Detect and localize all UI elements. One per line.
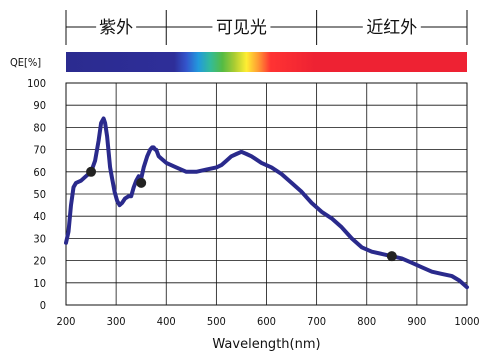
y-tick-label: 80 [33,121,46,134]
data-point [386,251,397,262]
band-label: 近红外 [366,18,417,38]
y-axis-ticks: 0 10 20 30 40 50 60 70 80 90 100 [27,77,46,312]
data-point [86,166,97,177]
x-tick-label: 1000 [454,315,479,328]
x-tick-label: 700 [307,315,326,328]
y-tick-label: 100 [27,77,46,90]
y-tick-label: 30 [33,232,46,245]
y-tick-label: 10 [33,277,46,290]
highlight-points [86,166,397,262]
y-tick-label: 70 [33,144,46,157]
y-tick-label: 60 [33,166,46,179]
y-axis-label: QE[%] [10,56,41,69]
data-point [136,177,147,188]
x-tick-label: 600 [257,315,276,328]
y-tick-label: 90 [33,99,46,112]
x-tick-label: 300 [107,315,126,328]
plot-frame [65,82,468,306]
y-tick-label: 50 [33,188,46,201]
series-line [64,116,469,290]
x-axis-label: Wavelength(nm) [212,337,320,352]
x-tick-label: 400 [157,315,176,328]
x-tick-label: 800 [357,315,376,328]
y-tick-label: 0 [40,299,46,312]
spectrum-band-header: 紫外 可见光 近红外 [65,10,468,45]
x-tick-label: 900 [407,315,426,328]
y-tick-label: 20 [33,255,46,268]
y-tick-label: 40 [33,210,46,223]
band-label: 紫外 [99,18,133,38]
band-label: 可见光 [216,18,267,38]
spectrum-color-bar [66,52,467,72]
x-tick-label: 200 [57,315,76,328]
chart-grid [65,82,468,306]
series-group [64,116,469,290]
x-axis-ticks: 200 300 400 500 600 700 800 900 1000 [57,315,480,328]
x-tick-label: 500 [207,315,226,328]
